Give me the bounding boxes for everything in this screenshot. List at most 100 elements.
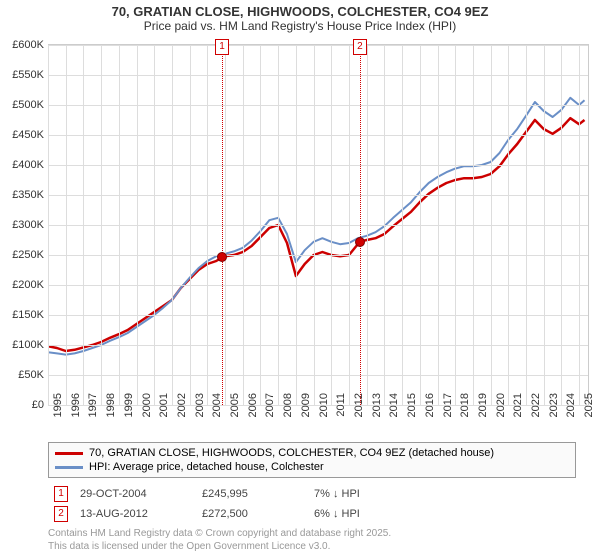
legend-label-hpi: HPI: Average price, detached house, Colc… bbox=[89, 461, 324, 473]
gridline-v bbox=[455, 45, 456, 405]
xtick-label: 2021 bbox=[512, 393, 524, 423]
gridline-v bbox=[544, 45, 545, 405]
ytick-label: £150K bbox=[0, 309, 44, 321]
xtick-label: 2023 bbox=[548, 393, 560, 423]
attribution: Contains HM Land Registry data © Crown c… bbox=[48, 528, 576, 553]
xtick-label: 2018 bbox=[459, 393, 471, 423]
ytick-label: £450K bbox=[0, 129, 44, 141]
gridline-h bbox=[48, 345, 588, 346]
gridline-v bbox=[190, 45, 191, 405]
gridline-h bbox=[48, 105, 588, 106]
xtick-label: 2008 bbox=[282, 393, 294, 423]
sale-delta-1: 7% ↓ HPI bbox=[314, 488, 414, 500]
gridline-h bbox=[48, 225, 588, 226]
xtick-label: 2011 bbox=[335, 393, 347, 423]
xtick-label: 1995 bbox=[52, 393, 64, 423]
gridline-v bbox=[119, 45, 120, 405]
gridline-v bbox=[349, 45, 350, 405]
gridline-v bbox=[154, 45, 155, 405]
sale-date-1: 29-OCT-2004 bbox=[80, 488, 190, 500]
ytick-label: £250K bbox=[0, 249, 44, 261]
sale-marker-line bbox=[222, 45, 223, 405]
xtick-label: 2000 bbox=[141, 393, 153, 423]
xtick-label: 2009 bbox=[300, 393, 312, 423]
gridline-v bbox=[260, 45, 261, 405]
xtick-label: 1998 bbox=[105, 393, 117, 423]
gridline-v bbox=[172, 45, 173, 405]
sales-table: 1 29-OCT-2004 £245,995 7% ↓ HPI 2 13-AUG… bbox=[48, 484, 576, 524]
xtick-label: 2019 bbox=[477, 393, 489, 423]
xtick-label: 2010 bbox=[318, 393, 330, 423]
gridline-h bbox=[48, 45, 588, 46]
sales-row-2: 2 13-AUG-2012 £272,500 6% ↓ HPI bbox=[48, 504, 576, 524]
gridline-h bbox=[48, 195, 588, 196]
xtick-label: 2022 bbox=[530, 393, 542, 423]
ytick-label: £550K bbox=[0, 69, 44, 81]
gridline-v bbox=[66, 45, 67, 405]
xtick-label: 2014 bbox=[388, 393, 400, 423]
xtick-label: 2016 bbox=[424, 393, 436, 423]
xtick-label: 1999 bbox=[123, 393, 135, 423]
xtick-label: 2007 bbox=[264, 393, 276, 423]
xtick-label: 2015 bbox=[406, 393, 418, 423]
gridline-v bbox=[420, 45, 421, 405]
attribution-line1: Contains HM Land Registry data © Crown c… bbox=[48, 528, 576, 541]
ytick-label: £50K bbox=[0, 369, 44, 381]
gridline-v bbox=[278, 45, 279, 405]
ytick-label: £0 bbox=[0, 399, 44, 411]
ytick-label: £100K bbox=[0, 339, 44, 351]
gridline-v bbox=[48, 45, 49, 405]
gridline-v bbox=[438, 45, 439, 405]
xtick-label: 2020 bbox=[495, 393, 507, 423]
xtick-label: 2024 bbox=[565, 393, 577, 423]
legend-swatch-price-paid bbox=[55, 452, 83, 455]
gridline-v bbox=[367, 45, 368, 405]
ytick-label: £300K bbox=[0, 219, 44, 231]
gridline-v bbox=[101, 45, 102, 405]
xtick-label: 2005 bbox=[229, 393, 241, 423]
attribution-line2: This data is licensed under the Open Gov… bbox=[48, 541, 576, 554]
gridline-v bbox=[384, 45, 385, 405]
xtick-label: 2025 bbox=[583, 393, 595, 423]
gridline-v bbox=[473, 45, 474, 405]
legend-and-footer: 70, GRATIAN CLOSE, HIGHWOODS, COLCHESTER… bbox=[48, 442, 576, 553]
title-block: 70, GRATIAN CLOSE, HIGHWOODS, COLCHESTER… bbox=[0, 0, 600, 35]
series-line-price_paid bbox=[48, 118, 585, 351]
gridline-h bbox=[48, 165, 588, 166]
gridline-v bbox=[137, 45, 138, 405]
ytick-label: £350K bbox=[0, 189, 44, 201]
sale-price-1: £245,995 bbox=[202, 488, 302, 500]
legend-label-price-paid: 70, GRATIAN CLOSE, HIGHWOODS, COLCHESTER… bbox=[89, 447, 494, 459]
gridline-v bbox=[243, 45, 244, 405]
title-line2: Price paid vs. HM Land Registry's House … bbox=[0, 19, 600, 33]
gridline-v bbox=[402, 45, 403, 405]
gridline-h bbox=[48, 135, 588, 136]
gridline-h bbox=[48, 375, 588, 376]
legend-row-price-paid: 70, GRATIAN CLOSE, HIGHWOODS, COLCHESTER… bbox=[55, 446, 569, 460]
ytick-label: £200K bbox=[0, 279, 44, 291]
series-line-hpi bbox=[48, 98, 585, 355]
sale-marker-1: 1 bbox=[54, 486, 68, 502]
sale-marker-box: 1 bbox=[215, 39, 229, 55]
gridline-v bbox=[331, 45, 332, 405]
plot-region: £0£50K£100K£150K£200K£250K£300K£350K£400… bbox=[48, 44, 589, 405]
title-line1: 70, GRATIAN CLOSE, HIGHWOODS, COLCHESTER… bbox=[0, 4, 600, 19]
sales-row-1: 1 29-OCT-2004 £245,995 7% ↓ HPI bbox=[48, 484, 576, 504]
gridline-v bbox=[207, 45, 208, 405]
legend-row-hpi: HPI: Average price, detached house, Colc… bbox=[55, 460, 569, 474]
gridline-v bbox=[225, 45, 226, 405]
chart-area: £0£50K£100K£150K£200K£250K£300K£350K£400… bbox=[48, 44, 588, 404]
gridline-v bbox=[296, 45, 297, 405]
gridline-v bbox=[491, 45, 492, 405]
xtick-label: 2001 bbox=[158, 393, 170, 423]
xtick-label: 2002 bbox=[176, 393, 188, 423]
xtick-label: 2006 bbox=[247, 393, 259, 423]
ytick-label: £500K bbox=[0, 99, 44, 111]
gridline-v bbox=[83, 45, 84, 405]
legend-box: 70, GRATIAN CLOSE, HIGHWOODS, COLCHESTER… bbox=[48, 442, 576, 478]
gridline-v bbox=[526, 45, 527, 405]
ytick-label: £400K bbox=[0, 159, 44, 171]
gridline-v bbox=[314, 45, 315, 405]
sale-date-2: 13-AUG-2012 bbox=[80, 508, 190, 520]
gridline-h bbox=[48, 75, 588, 76]
